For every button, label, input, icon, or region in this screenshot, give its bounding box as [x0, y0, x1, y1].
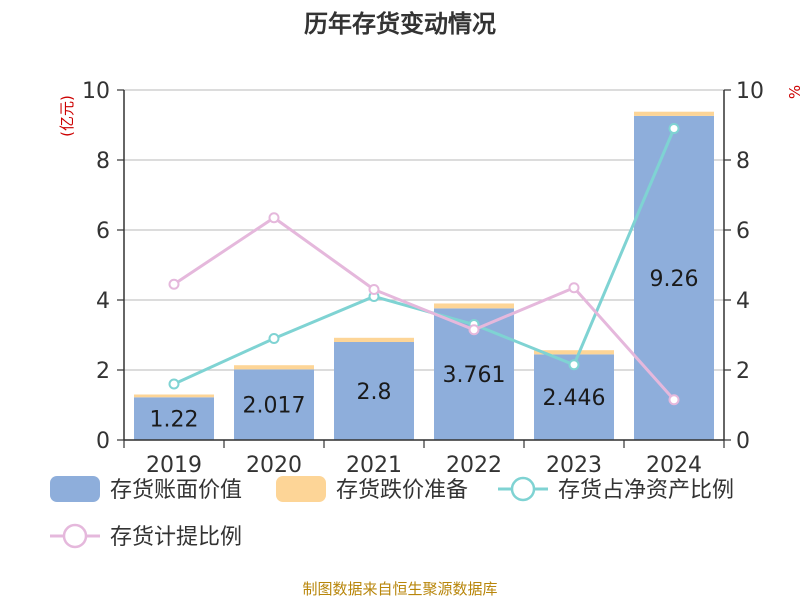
legend-net-asset-ratio-label: 存货占净资产比例 [558, 478, 734, 503]
point-provision-ratio [168, 278, 180, 290]
right-axis-unit: % [786, 85, 800, 99]
source-note: 制图数据来自恒生聚源数据库 [302, 580, 497, 598]
bar-book-value [334, 342, 414, 440]
bar-data-label: 2.8 [357, 380, 392, 405]
point-provision-ratio [268, 212, 280, 224]
bar-data-label: 3.761 [443, 363, 506, 388]
bar-impairment-reserve [234, 365, 314, 370]
x-tick-label: 2021 [346, 453, 402, 478]
axes: 0 0 2 2 4 4 6 6 8 8 10 10 2019 2020 2021 2022 2023 2024 [82, 79, 764, 478]
bar-impairment-reserve [134, 394, 214, 398]
line-provision-ratio [173, 215, 676, 401]
bar-data-label: 2.017 [243, 394, 306, 419]
legend-impairment-reserve-swatch [276, 476, 326, 502]
chart-title: 历年存货变动情况 [304, 10, 496, 38]
lines [168, 123, 680, 406]
right-tick-label: 2 [736, 359, 750, 384]
bar-data-label: 1.22 [150, 408, 199, 433]
bar-data-label: 2.446 [543, 386, 606, 411]
right-tick-label: 0 [736, 429, 750, 454]
left-tick-label: 2 [96, 359, 110, 384]
bar-impairment-reserve [534, 350, 614, 355]
bar-impairment-reserve [634, 111, 714, 116]
bar-book-value [234, 369, 314, 440]
right-tick-label: 8 [736, 149, 750, 174]
right-tick-label: 4 [736, 289, 750, 314]
point-net-asset-ratio [168, 378, 180, 390]
bar-impairment-reserve [434, 303, 514, 309]
left-axis-unit: (亿元) [58, 95, 76, 137]
point-provision-ratio [468, 324, 480, 336]
right-tick-label: 6 [736, 219, 750, 244]
legend-provision-ratio-label: 存货计提比例 [110, 525, 242, 550]
line-net-asset-ratio [173, 127, 676, 386]
left-tick-label: 10 [82, 79, 110, 104]
left-tick-label: 6 [96, 219, 110, 244]
bar-book-value [634, 115, 714, 441]
x-tick-label: 2023 [546, 453, 602, 478]
point-net-asset-ratio [668, 123, 680, 134]
point-provision-ratio [568, 282, 580, 294]
legend-book-value-swatch [50, 476, 100, 502]
point-net-asset-ratio [268, 333, 280, 344]
x-tick-label: 2024 [646, 453, 702, 478]
right-tick-label: 10 [736, 79, 764, 104]
legend-provision-ratio-marker [62, 523, 88, 549]
bars: 1.22 2.017 2.8 3.761 2.446 9.26 [134, 111, 714, 441]
x-tick-label: 2020 [246, 453, 302, 478]
point-provision-ratio [668, 394, 680, 406]
left-tick-label: 0 [96, 429, 110, 454]
bar-data-label: 9.26 [650, 267, 699, 292]
x-tick-label: 2022 [446, 453, 502, 478]
point-net-asset-ratio [568, 359, 580, 371]
left-tick-label: 8 [96, 149, 110, 174]
x-tick-label: 2019 [146, 453, 202, 478]
point-provision-ratio [368, 284, 380, 295]
legend-impairment-reserve-label: 存货跌价准备 [336, 478, 468, 503]
bar-impairment-reserve [334, 337, 414, 342]
legend-book-value-label: 存货账面价值 [110, 478, 242, 503]
legend-net-asset-ratio-marker [510, 476, 536, 502]
left-tick-label: 4 [96, 289, 110, 314]
bar-book-value [134, 397, 214, 440]
